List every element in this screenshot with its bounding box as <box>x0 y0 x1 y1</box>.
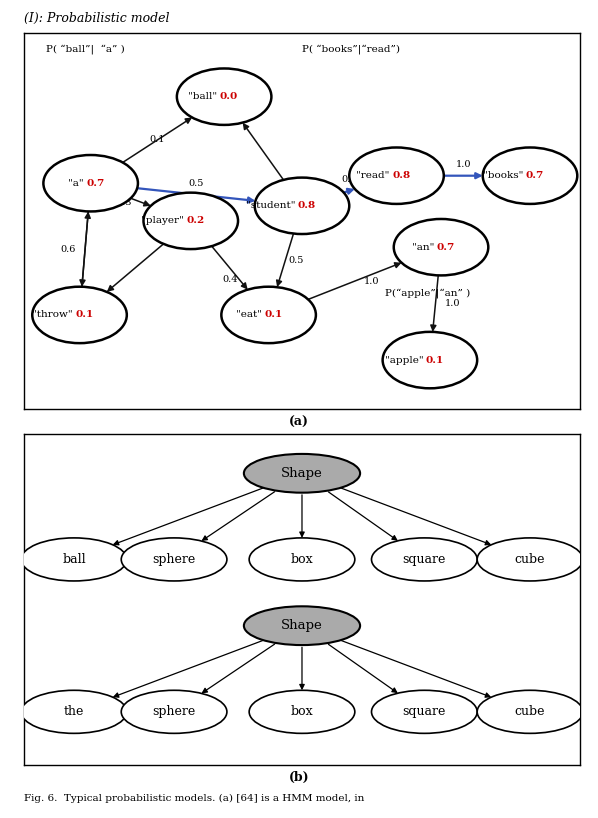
Text: (I): Probabilistic model: (I): Probabilistic model <box>24 12 169 25</box>
Text: 0.8: 0.8 <box>298 201 316 210</box>
Text: 0.6: 0.6 <box>61 245 76 254</box>
Text: 0.3: 0.3 <box>116 197 132 207</box>
Text: "throw": "throw" <box>32 310 73 320</box>
Ellipse shape <box>121 690 227 734</box>
Text: Shape: Shape <box>281 467 323 480</box>
Text: Shape: Shape <box>281 619 323 632</box>
Text: "a": "a" <box>68 178 84 188</box>
Text: "student": "student" <box>246 201 295 210</box>
Text: sphere: sphere <box>152 705 196 718</box>
Text: "player": "player" <box>141 216 184 226</box>
Text: 1.0: 1.0 <box>364 276 379 285</box>
Text: box: box <box>291 705 313 718</box>
Text: square: square <box>402 553 446 566</box>
Text: 1.0: 1.0 <box>456 160 471 169</box>
Text: 0.1: 0.1 <box>75 310 93 320</box>
Ellipse shape <box>244 606 360 645</box>
Text: 0.7: 0.7 <box>437 243 455 252</box>
Text: cube: cube <box>515 553 545 566</box>
Text: (b): (b) <box>289 771 309 784</box>
Text: square: square <box>402 705 446 718</box>
Ellipse shape <box>249 690 355 734</box>
Text: P( “ball”|  “a” ): P( “ball”| “a” ) <box>46 44 125 54</box>
Text: "read": "read" <box>356 171 390 180</box>
Text: the: the <box>64 705 84 718</box>
Text: 0.1: 0.1 <box>425 356 444 365</box>
Ellipse shape <box>221 287 316 344</box>
Ellipse shape <box>21 538 127 581</box>
Text: box: box <box>291 553 313 566</box>
Text: 0.8: 0.8 <box>392 171 410 180</box>
Text: 0.1: 0.1 <box>264 310 282 320</box>
Text: P( “books”|“read”): P( “books”|“read”) <box>302 44 400 54</box>
Ellipse shape <box>371 690 477 734</box>
Ellipse shape <box>483 147 577 204</box>
Ellipse shape <box>244 454 360 492</box>
Ellipse shape <box>477 538 583 581</box>
Text: P(“apple”|“an” ): P(“apple”|“an” ) <box>386 289 471 299</box>
Text: sphere: sphere <box>152 553 196 566</box>
Text: 1.0: 1.0 <box>444 299 460 308</box>
Text: cube: cube <box>515 705 545 718</box>
Text: 0.4: 0.4 <box>222 275 237 284</box>
Text: "books": "books" <box>483 171 523 180</box>
Text: "ball": "ball" <box>188 92 218 101</box>
Text: 0.5: 0.5 <box>188 178 204 188</box>
Text: 0.5: 0.5 <box>289 256 304 265</box>
Text: 0.7: 0.7 <box>526 171 544 180</box>
Ellipse shape <box>393 219 489 276</box>
Ellipse shape <box>255 178 349 234</box>
Text: 0.1: 0.1 <box>150 136 165 145</box>
Ellipse shape <box>144 193 238 249</box>
Text: "an": "an" <box>412 243 434 252</box>
Text: ball: ball <box>62 553 86 566</box>
Ellipse shape <box>249 538 355 581</box>
Ellipse shape <box>177 69 271 125</box>
Ellipse shape <box>477 690 583 734</box>
Text: 0.7: 0.7 <box>86 178 105 188</box>
Ellipse shape <box>349 147 444 204</box>
Text: 0.5: 0.5 <box>341 175 357 184</box>
Ellipse shape <box>383 332 477 389</box>
Text: "apple": "apple" <box>385 356 423 365</box>
Text: "eat": "eat" <box>236 310 262 320</box>
Text: Fig. 6.  Typical probabilistic models. (a) [64] is a HMM model, in: Fig. 6. Typical probabilistic models. (a… <box>24 793 364 802</box>
Ellipse shape <box>21 690 127 734</box>
Text: 0.0: 0.0 <box>219 92 238 101</box>
Text: 0.2: 0.2 <box>187 216 205 226</box>
Ellipse shape <box>121 538 227 581</box>
Ellipse shape <box>44 155 138 211</box>
Text: (a): (a) <box>289 416 309 429</box>
Ellipse shape <box>371 538 477 581</box>
Ellipse shape <box>32 287 127 344</box>
